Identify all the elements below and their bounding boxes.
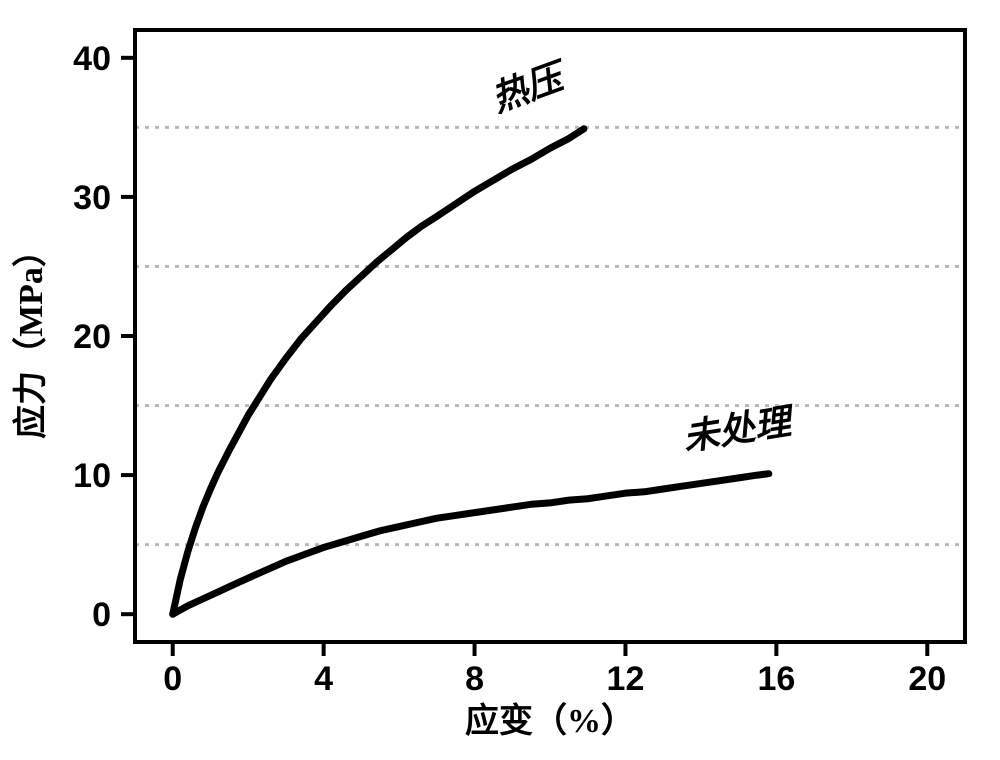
y-axis-label: 应力（MPa） [11,233,50,439]
x-tick-label: 4 [314,660,333,698]
x-tick-label: 8 [465,660,484,698]
y-tick-label: 0 [92,596,111,634]
y-tick-label: 40 [73,40,111,78]
y-tick-label: 30 [73,179,111,217]
x-tick-label: 12 [607,660,645,698]
y-tick-label: 10 [73,457,111,495]
x-tick-label: 20 [908,660,946,698]
stress-strain-chart: 048121620010203040应变（%）应力（MPa）热压未处理 [0,0,1000,760]
x-tick-label: 0 [163,660,182,698]
y-tick-label: 20 [73,318,111,356]
x-axis-label: 应变（%） [465,701,635,740]
x-tick-label: 16 [757,660,795,698]
